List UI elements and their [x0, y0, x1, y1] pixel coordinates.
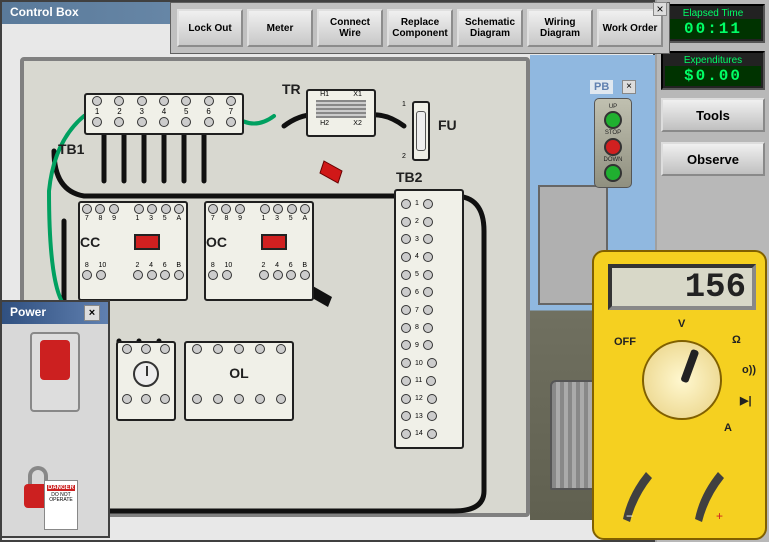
- elapsed-time-display: Elapsed Time 00:11: [661, 4, 765, 43]
- pb-up-button[interactable]: [604, 111, 622, 129]
- fuse-fu[interactable]: [412, 101, 430, 161]
- meter-ohm-label: Ω: [732, 334, 741, 346]
- pb-title: PB: [590, 80, 613, 94]
- contactor-cc[interactable]: 789135A CC 810246B: [78, 201, 188, 301]
- svg-text:+: +: [716, 509, 723, 523]
- expenditures-value: $0.00: [665, 66, 761, 86]
- power-titlebar: Power ×: [2, 302, 108, 324]
- terminal-block-tb1[interactable]: 1234567: [84, 93, 244, 135]
- power-body: DANGER DO NOT OPERATE: [2, 324, 108, 536]
- multimeter[interactable]: 156 OFF V Ω o)) ▶| A − +: [592, 250, 767, 540]
- contactor-oc[interactable]: 789135A OC 810246B: [204, 201, 314, 301]
- power-title: Power: [10, 305, 46, 321]
- meter-off-label: OFF: [614, 336, 636, 348]
- control-box-title: Control Box: [10, 5, 79, 21]
- disconnect-switch[interactable]: [30, 332, 80, 412]
- meter-sound-label: o)): [742, 364, 756, 376]
- tb1-label: TB1: [58, 141, 84, 157]
- lockout-button[interactable]: Lock Out: [177, 9, 243, 47]
- lockout-hasp: [40, 340, 70, 380]
- power-window: Power × DANGER DO NOT OPERATE: [0, 300, 110, 538]
- terminal-block-tb2[interactable]: 1 2 3 4 5 6 7 8 9 10 11 12 13 14: [394, 189, 464, 449]
- meter-button[interactable]: Meter: [247, 9, 313, 47]
- meter-a-label: A: [724, 422, 732, 434]
- pb-stop-button[interactable]: [604, 138, 622, 156]
- timer-relay[interactable]: [116, 341, 176, 421]
- pb-down-button[interactable]: [604, 164, 622, 182]
- toolbar: × Lock Out Meter Connect Wire Replace Co…: [170, 2, 670, 54]
- tb2-label: TB2: [396, 169, 422, 185]
- meter-probe-positive[interactable]: +: [690, 464, 730, 524]
- svg-text:−: −: [626, 509, 633, 523]
- power-close-icon[interactable]: ×: [84, 305, 100, 321]
- wiring-diagram-button[interactable]: Wiring Diagram: [527, 9, 593, 47]
- pushbutton-station: PB × UP STOP DOWN: [590, 80, 642, 190]
- tb1-row: [86, 95, 242, 107]
- elapsed-time-value: 00:11: [665, 19, 761, 39]
- overload-ol[interactable]: OL: [184, 341, 294, 421]
- tr-label: TR: [282, 81, 301, 97]
- fu-label: FU: [438, 117, 457, 133]
- danger-tag: DANGER DO NOT OPERATE: [44, 480, 78, 530]
- schematic-diagram-button[interactable]: Schematic Diagram: [457, 9, 523, 47]
- cc-actuator[interactable]: [134, 234, 160, 250]
- meter-reading: 156: [608, 264, 756, 310]
- replace-component-button[interactable]: Replace Component: [387, 9, 453, 47]
- meter-v-label: V: [678, 318, 685, 330]
- toolbar-close-icon[interactable]: ×: [653, 2, 667, 16]
- expenditures-display: Expenditures $0.00: [661, 51, 765, 90]
- pb-close-icon[interactable]: ×: [622, 80, 636, 94]
- meter-probe-negative[interactable]: −: [618, 464, 658, 524]
- transformer-tr[interactable]: H1X1 H2X2: [306, 89, 376, 137]
- oc-actuator[interactable]: [261, 234, 287, 250]
- elapsed-time-label: Elapsed Time: [665, 8, 761, 19]
- meter-selector-dial[interactable]: [642, 340, 722, 420]
- connect-wire-button[interactable]: Connect Wire: [317, 9, 383, 47]
- expenditures-label: Expenditures: [665, 55, 761, 66]
- pb-box: UP STOP DOWN: [594, 98, 632, 188]
- tools-button[interactable]: Tools: [661, 98, 765, 132]
- observe-button[interactable]: Observe: [661, 142, 765, 176]
- meter-diode-label: ▶|: [740, 394, 752, 407]
